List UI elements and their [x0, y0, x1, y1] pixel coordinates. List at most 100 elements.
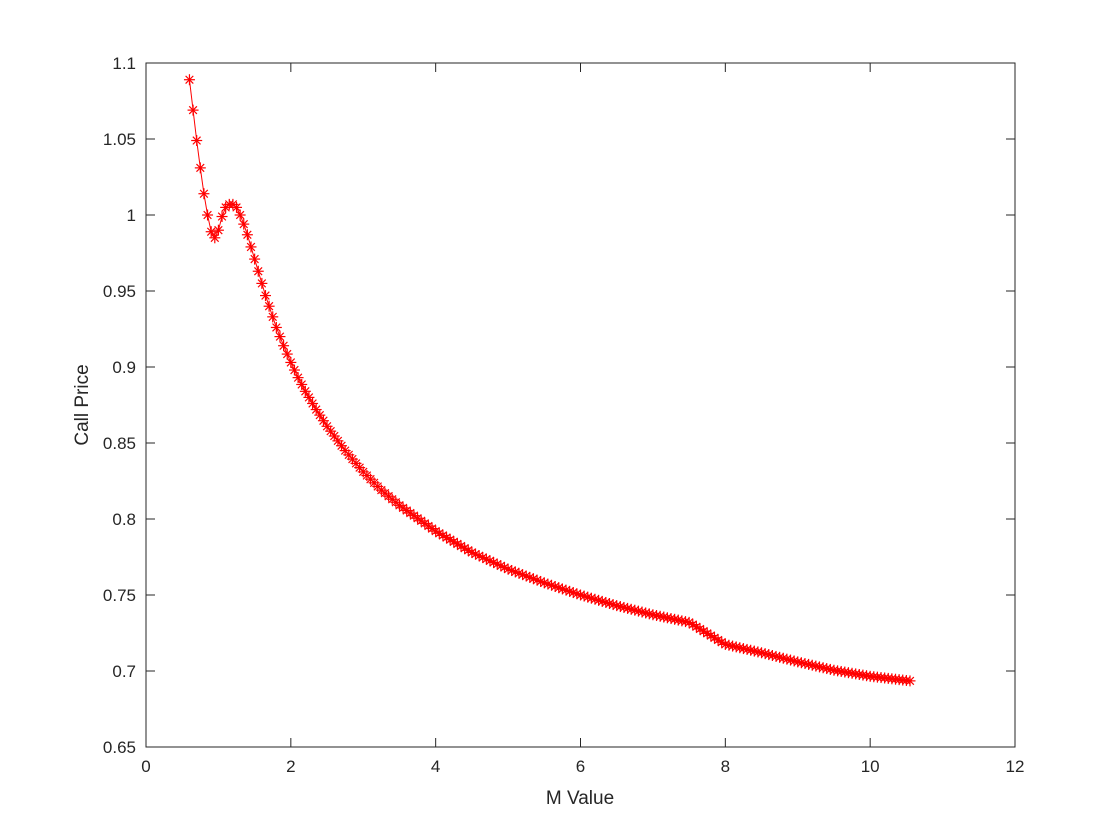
marker-stroke: [460, 543, 469, 553]
marker-stroke: [764, 650, 774, 659]
data-point-marker: [202, 209, 214, 221]
marker-stroke: [800, 659, 810, 668]
marker-stroke: [648, 610, 658, 620]
marker-stroke: [684, 618, 694, 627]
marker-stroke: [768, 651, 777, 660]
data-point-marker: [241, 229, 253, 241]
marker-stroke: [203, 210, 212, 220]
x-axis-label: M Value: [546, 788, 614, 809]
marker-stroke: [199, 189, 209, 198]
marker-stroke: [572, 589, 582, 599]
marker-stroke: [319, 416, 328, 425]
marker-stroke: [463, 546, 473, 555]
marker-stroke: [818, 663, 828, 673]
marker-stroke: [427, 524, 437, 533]
data-point-marker: [194, 162, 206, 174]
marker-stroke: [543, 579, 553, 589]
marker-stroke: [348, 454, 357, 464]
marker-stroke: [601, 598, 611, 607]
marker-stroke: [478, 553, 488, 562]
marker-stroke: [608, 600, 618, 609]
marker-stroke: [851, 669, 860, 679]
y-axis-label: Call Price: [72, 364, 93, 445]
marker-stroke: [185, 75, 194, 84]
marker-stroke: [663, 613, 672, 623]
data-point-marker: [299, 385, 311, 397]
marker-stroke: [304, 393, 314, 402]
marker-stroke: [840, 667, 850, 677]
y-tick-label: 0.75: [103, 586, 136, 605]
marker-stroke: [815, 662, 824, 672]
marker-stroke: [438, 531, 448, 540]
data-point-marker: [314, 409, 326, 421]
marker-stroke: [492, 559, 502, 569]
marker-stroke: [826, 665, 835, 674]
marker-stroke: [290, 365, 299, 375]
marker-stroke: [568, 588, 578, 597]
marker-stroke: [525, 573, 535, 582]
marker-stroke: [771, 652, 781, 661]
marker-stroke: [811, 661, 821, 671]
marker-stroke: [724, 640, 734, 650]
marker-stroke: [268, 312, 278, 322]
marker-stroke: [406, 508, 415, 518]
marker-stroke: [626, 605, 636, 614]
marker-stroke: [637, 607, 647, 617]
marker-stroke: [550, 582, 560, 591]
marker-stroke: [829, 665, 839, 675]
marker-stroke: [558, 584, 567, 594]
x-tick-label: 4: [431, 757, 440, 776]
marker-stroke: [706, 631, 716, 640]
marker-stroke: [616, 602, 625, 611]
marker-stroke: [529, 574, 538, 584]
marker-stroke: [293, 373, 303, 382]
data-point-marker: [904, 675, 916, 687]
marker-stroke: [532, 575, 542, 585]
y-tick-label: 0.9: [112, 358, 136, 377]
marker-stroke: [344, 450, 354, 460]
marker-stroke: [297, 380, 306, 389]
x-tick-label: 0: [141, 757, 150, 776]
marker-stroke: [485, 556, 495, 566]
marker-stroke: [402, 506, 411, 515]
marker-stroke: [482, 554, 491, 564]
y-tick-label: 1.05: [103, 130, 136, 149]
x-tick-label: 10: [861, 757, 880, 776]
marker-stroke: [753, 647, 763, 657]
marker-stroke: [778, 653, 788, 663]
marker-stroke: [326, 426, 335, 436]
data-point-marker: [571, 588, 583, 600]
data-point-marker: [267, 311, 279, 323]
marker-stroke: [721, 640, 730, 649]
marker-stroke: [702, 629, 712, 638]
marker-stroke: [409, 511, 419, 520]
marker-stroke: [746, 645, 755, 655]
marker-stroke: [311, 405, 321, 414]
marker-stroke: [398, 503, 408, 513]
marker-stroke: [250, 254, 259, 264]
marker-stroke: [286, 358, 296, 367]
data-point-marker: [259, 290, 271, 302]
marker-stroke: [713, 635, 723, 645]
marker-stroke: [192, 136, 201, 145]
marker-stroke: [279, 341, 288, 350]
marker-stroke: [862, 671, 871, 680]
marker-stroke: [793, 657, 803, 667]
data-point-marker: [317, 415, 329, 427]
marker-stroke: [666, 614, 676, 623]
marker-stroke: [623, 604, 632, 613]
marker-stroke: [561, 585, 571, 595]
marker-stroke: [652, 611, 661, 620]
y-tick-label: 0.7: [112, 662, 136, 681]
marker-stroke: [239, 219, 249, 229]
data-point-marker: [578, 590, 590, 602]
marker-stroke: [833, 666, 842, 676]
marker-stroke: [681, 617, 690, 626]
marker-stroke: [243, 230, 252, 240]
marker-stroke: [445, 535, 455, 544]
data-point-marker: [310, 404, 322, 416]
marker-stroke: [333, 436, 343, 446]
marker-stroke: [789, 656, 799, 666]
marker-stroke: [413, 513, 422, 523]
